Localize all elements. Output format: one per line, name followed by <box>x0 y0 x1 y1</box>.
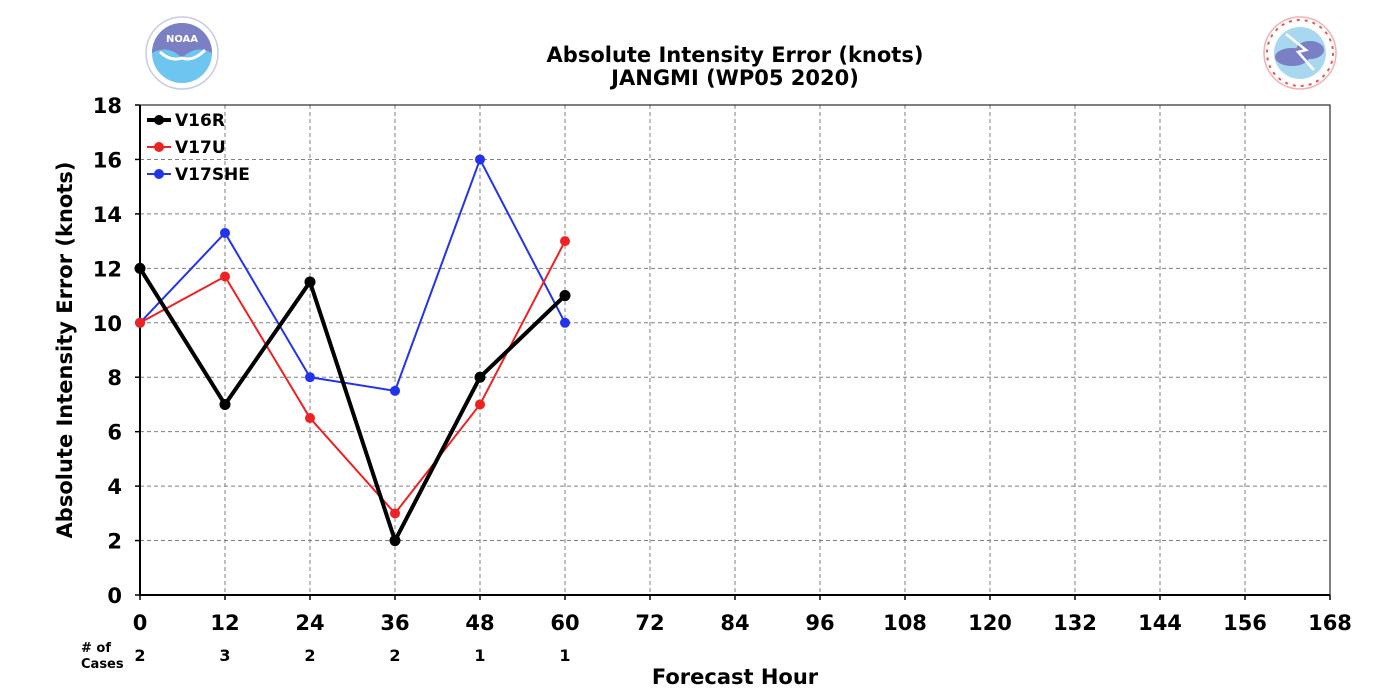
data-point <box>474 371 486 383</box>
x-tick-label: 156 <box>1223 611 1267 635</box>
legend-label: V17U <box>175 138 226 158</box>
cases-value: 2 <box>134 646 145 665</box>
data-point <box>220 227 230 238</box>
x-tick-label: 60 <box>550 611 579 635</box>
noaa-logo: NOAA <box>145 16 219 90</box>
legend-marker <box>154 115 164 125</box>
series-line <box>138 267 567 543</box>
data-point <box>560 236 570 247</box>
legend-label: V17SHE <box>175 165 250 185</box>
cases-value: 3 <box>219 646 230 665</box>
data-point <box>390 508 400 519</box>
y-tick-label: 2 <box>107 530 122 554</box>
data-point <box>389 535 401 547</box>
x-tick-label: 12 <box>210 611 239 635</box>
grid <box>140 105 1330 595</box>
legend: V16R V17U V17SHE <box>147 111 250 185</box>
data-point <box>475 154 485 165</box>
x-tick-label: 96 <box>805 611 834 635</box>
y-tick-label: 18 <box>93 94 122 118</box>
data-point <box>134 262 146 274</box>
cases-value: 1 <box>474 646 485 665</box>
series-v16r <box>134 262 571 547</box>
x-tick-label: 108 <box>883 611 927 635</box>
data-point <box>219 398 231 410</box>
chart-subtitle: JANGMI (WP05 2020) <box>609 66 859 90</box>
y-tick-label: 16 <box>93 148 122 172</box>
series-line <box>139 158 566 392</box>
y-tick-label: 10 <box>93 312 122 336</box>
x-tick-label: 0 <box>133 611 148 635</box>
data-point <box>135 317 145 328</box>
y-tick-label: 12 <box>93 257 122 281</box>
series-v17u <box>135 236 570 519</box>
x-tick-label: 144 <box>1138 611 1182 635</box>
series-line <box>139 240 566 515</box>
data-point <box>475 399 485 410</box>
x-tick-label: 168 <box>1308 611 1352 635</box>
legend-marker <box>154 169 164 179</box>
tick-labels: 0 12 24 36 48 60 72 84 96 108 120 132 144 156 16802468… <box>93 94 1352 635</box>
x-tick-label: 48 <box>465 611 494 635</box>
x-tick-label: 24 <box>295 611 324 635</box>
cases-value: 2 <box>389 646 400 665</box>
x-tick-label: 132 <box>1053 611 1097 635</box>
y-tick-label: 8 <box>107 366 122 390</box>
data-point <box>390 385 400 396</box>
data-point <box>559 290 571 302</box>
y-axis-label: Absolute Intensity Error (knots) <box>53 162 77 539</box>
legend-label: V16R <box>175 111 225 131</box>
legend-entry: V17SHE <box>147 165 250 185</box>
data-point <box>305 413 315 424</box>
x-tick-label: 36 <box>380 611 409 635</box>
y-tick-label: 14 <box>93 203 122 227</box>
nws-logo <box>1263 16 1337 90</box>
cases-label: # of <box>81 641 111 656</box>
data-point <box>304 276 316 288</box>
y-tick-label: 0 <box>107 584 122 608</box>
data-point <box>220 271 230 282</box>
x-axis-label: Forecast Hour <box>652 665 819 689</box>
cases-value: 2 <box>304 646 315 665</box>
cases-value: 1 <box>559 646 570 665</box>
legend-entry: V16R <box>147 111 225 131</box>
series-v17she <box>135 154 570 396</box>
x-tick-label: 72 <box>635 611 664 635</box>
cases-label: Cases <box>81 657 124 672</box>
series <box>134 154 571 547</box>
data-point <box>305 372 315 383</box>
y-tick-label: 4 <box>107 475 122 499</box>
chart-title: Absolute Intensity Error (knots) <box>547 43 924 67</box>
data-point <box>560 317 570 328</box>
x-tick-label: 84 <box>720 611 749 635</box>
y-tick-label: 6 <box>107 421 122 445</box>
legend-marker <box>154 142 164 152</box>
noaa-logo-text: NOAA <box>166 34 198 45</box>
x-tick-label: 120 <box>968 611 1012 635</box>
legend-entry: V17U <box>147 138 226 158</box>
